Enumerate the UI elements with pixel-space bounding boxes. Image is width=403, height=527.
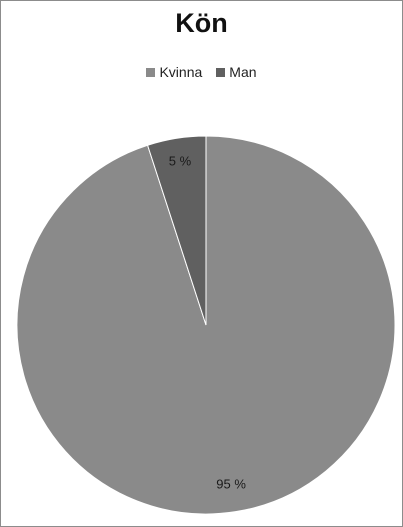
legend-item-man: Man	[216, 64, 257, 80]
legend-label-man: Man	[229, 64, 257, 80]
legend-item-kvinna: Kvinna	[146, 64, 202, 80]
pie-label-kvinna: 95 %	[216, 477, 246, 492]
chart-title: Kön	[175, 8, 228, 38]
legend-swatch-kvinna	[146, 67, 156, 77]
pie-label-man: 5 %	[169, 154, 192, 169]
legend-swatch-man	[216, 67, 226, 77]
pie-slice-man	[146, 135, 207, 326]
chart-legend: Kvinna Man	[0, 64, 403, 80]
legend-label-kvinna: Kvinna	[159, 64, 203, 80]
